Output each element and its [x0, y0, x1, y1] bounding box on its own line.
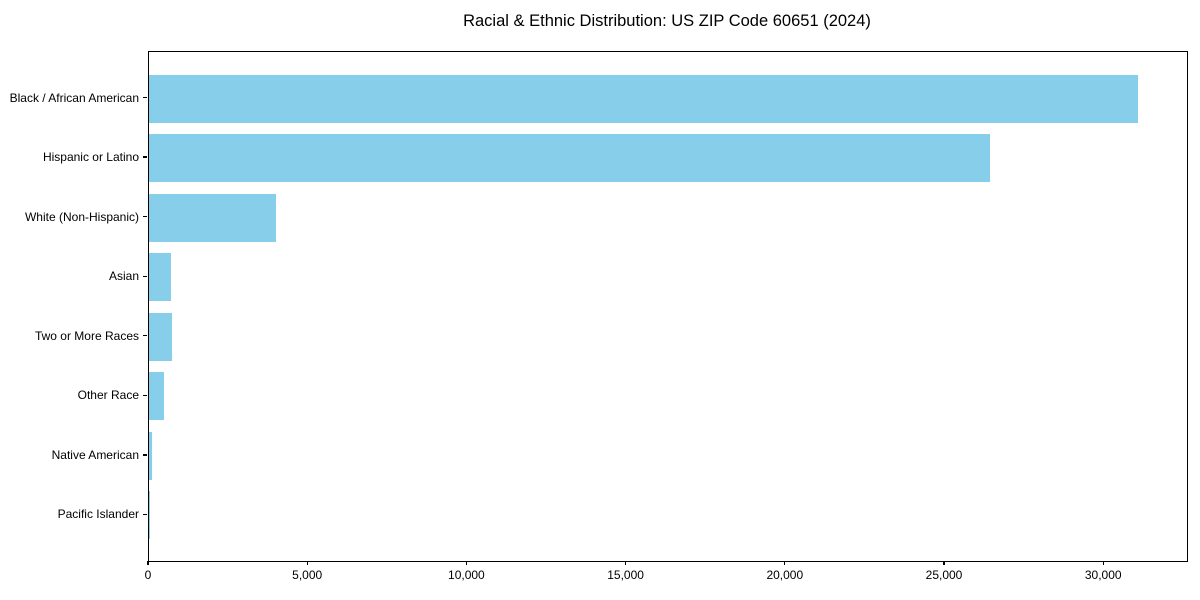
y-tick-black-african-american	[143, 96, 147, 99]
bar-white-non-hispanic	[149, 193, 276, 242]
y-tick-label-pacific-islander: Pacific Islander	[57, 507, 139, 522]
y-tick-other-race	[143, 394, 147, 396]
x-tick-20000	[784, 561, 786, 565]
x-tick-label-25000: 25,000	[925, 568, 963, 582]
bar-black-african-american	[149, 74, 1138, 123]
bar-two-or-more-races	[149, 312, 172, 361]
x-tick-5000	[306, 561, 308, 565]
chart-title: Racial & Ethnic Distribution: US ZIP Cod…	[463, 12, 871, 30]
x-tick-label-0: 0	[144, 568, 152, 582]
y-tick-hispanic-or-latino	[143, 156, 147, 158]
y-tick-pacific-islander	[143, 513, 147, 516]
bar-hispanic-or-latino	[149, 134, 990, 183]
plot-area	[148, 51, 1188, 562]
x-tick-label-5000: 5,000	[292, 568, 323, 582]
x-tick-30000	[1102, 561, 1104, 565]
bar-other-race	[149, 372, 164, 421]
y-tick-white-non-hispanic	[143, 216, 147, 218]
bar-asian	[149, 253, 171, 302]
y-tick-two-or-more-races	[143, 335, 147, 337]
y-tick-label-asian: Asian	[108, 269, 139, 284]
x-tick-15000	[625, 561, 627, 565]
x-tick-10000	[465, 561, 467, 565]
x-tick-0	[147, 561, 149, 565]
x-tick-label-30000: 30,000	[1084, 568, 1122, 582]
y-tick-label-white-non-hispanic: White (Non-Hispanic)	[24, 209, 139, 224]
y-tick-native-american	[143, 454, 147, 456]
x-tick-25000	[943, 561, 945, 565]
bar-native-american	[149, 431, 152, 480]
y-tick-label-hispanic-or-latino: Hispanic or Latino	[42, 150, 139, 165]
y-tick-asian	[143, 275, 147, 277]
x-tick-label-20000: 20,000	[766, 568, 804, 582]
y-tick-label-two-or-more-races: Two or More Races	[34, 328, 139, 343]
x-tick-label-10000: 10,000	[448, 568, 485, 582]
y-tick-label-native-american: Native American	[51, 447, 139, 462]
x-tick-label-15000: 15,000	[607, 568, 644, 582]
y-tick-label-black-african-american: Black / African American	[9, 90, 139, 105]
y-tick-label-other-race: Other Race	[77, 388, 139, 403]
